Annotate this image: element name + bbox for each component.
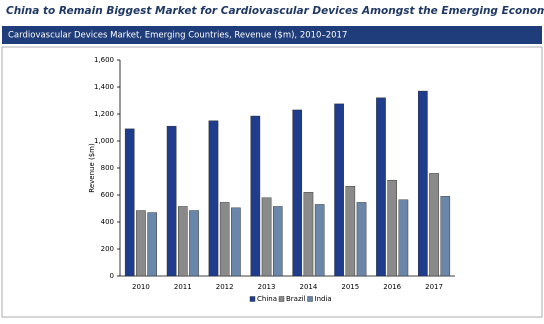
y-tick-label: 1,000 — [94, 137, 114, 145]
bar — [261, 197, 272, 277]
x-tick-label: 2016 — [383, 283, 401, 291]
bar — [124, 128, 135, 277]
x-tick-label: 2014 — [300, 283, 318, 291]
chart-frame — [1, 46, 543, 318]
bar — [387, 179, 397, 277]
bar — [147, 212, 157, 277]
x-tick-label: 2011 — [174, 283, 192, 291]
legend-swatch — [278, 296, 285, 302]
bar — [376, 97, 386, 277]
chart-subtitle: Cardiovascular Devices Market, Emerging … — [8, 31, 347, 41]
subtitle-banner — [2, 26, 542, 44]
bar — [418, 90, 428, 277]
legend-swatch — [307, 296, 313, 302]
x-tick-label: 2010 — [132, 283, 150, 291]
bar — [178, 206, 188, 277]
y-tick-label: 600 — [101, 191, 114, 199]
bar — [166, 125, 177, 277]
bar — [398, 199, 409, 277]
y-tick-label: 0 — [110, 272, 114, 280]
y-axis-label: Revenue ($m) — [88, 143, 96, 193]
bar — [136, 210, 146, 277]
y-tick-label: 1,400 — [94, 83, 114, 91]
bar — [208, 120, 219, 277]
bar — [356, 202, 367, 277]
bar — [345, 186, 356, 277]
bar — [189, 210, 199, 277]
bar — [440, 196, 451, 277]
bar — [250, 115, 261, 277]
bar — [314, 204, 325, 277]
y-tick-label: 400 — [101, 218, 114, 226]
bar — [272, 206, 283, 277]
bar — [292, 109, 303, 277]
bar — [219, 202, 230, 277]
x-tick-label: 2013 — [258, 283, 276, 291]
y-tick-label: 800 — [101, 164, 114, 172]
legend-label: Brazil — [286, 295, 306, 303]
legend-label: India — [315, 295, 332, 303]
y-tick-label: 1,600 — [94, 56, 114, 64]
bar — [334, 103, 344, 277]
y-tick-label: 200 — [101, 245, 114, 253]
x-tick-label: 2017 — [425, 283, 443, 291]
chart-title: China to Remain Biggest Market for Cardi… — [6, 5, 544, 17]
legend-swatch — [249, 296, 256, 302]
bar — [303, 192, 314, 277]
x-tick-label: 2012 — [216, 283, 234, 291]
y-tick-label: 1,200 — [94, 110, 114, 118]
bar — [429, 173, 439, 277]
x-tick-label: 2015 — [341, 283, 359, 291]
bar — [231, 207, 241, 277]
legend-label: China — [257, 295, 277, 303]
